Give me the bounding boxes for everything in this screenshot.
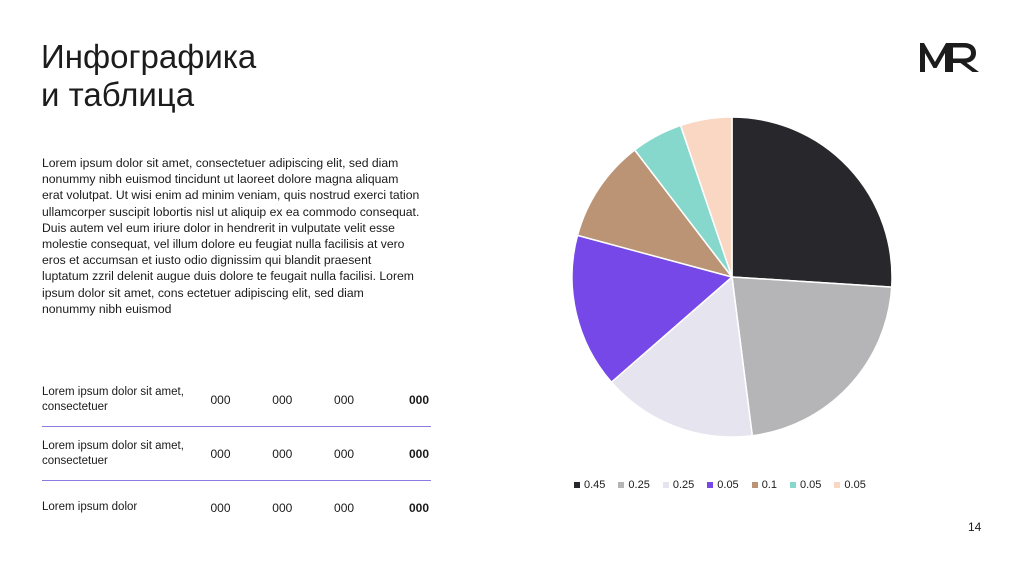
- legend-label: 0.1: [761, 479, 777, 491]
- pie-chart: [571, 116, 893, 438]
- row-label: Lorem ipsum dolor sit amet, consectetuer: [42, 426, 190, 481]
- legend-item-2: 0.25: [662, 479, 695, 491]
- row-value-3: 000: [334, 500, 355, 515]
- row-label: Lorem ipsum dolor: [42, 501, 138, 513]
- row-value-2: 000: [272, 500, 293, 515]
- legend-label: 0.25: [672, 479, 695, 491]
- pie-slice-3: [571, 234, 734, 384]
- legend-swatch: [574, 482, 580, 488]
- row-value-total: 000: [374, 373, 431, 427]
- legend-item-4: 0.1: [751, 479, 777, 491]
- legend-label: 0.45: [584, 479, 606, 491]
- legend-swatch: [834, 482, 841, 488]
- row-value-1: 000: [189, 373, 252, 427]
- legend-label: 0.05: [799, 479, 822, 491]
- row-label: Lorem ipsum dolor sit amet, consectetuer: [42, 373, 190, 427]
- legend-label: 0.05: [717, 479, 739, 491]
- pie-slice-4: [576, 148, 734, 279]
- title-line-1: Инфографика: [41, 38, 257, 75]
- row-value-2: 000: [251, 426, 314, 481]
- row-value-3: 000: [313, 373, 375, 427]
- legend-label: 0.25: [628, 479, 650, 491]
- body-paragraph: Lorem ipsum dolor sit amet, consectetuer…: [42, 156, 420, 316]
- legend-swatch: [618, 482, 625, 488]
- legend-label: 0.05: [844, 479, 866, 491]
- row-value-total: 000: [408, 500, 429, 515]
- legend-item-1: 0.25: [618, 479, 650, 491]
- legend-item-3: 0.05: [707, 479, 739, 491]
- table-row: Lorem ipsum dolor 000 000 000 000: [42, 481, 431, 535]
- legend-swatch: [707, 482, 714, 488]
- legend-swatch: [751, 482, 758, 488]
- page-number: 14: [968, 520, 982, 534]
- data-table: Lorem ipsum dolor sit amet, consectetuer…: [42, 373, 431, 534]
- table-row: Lorem ipsum dolor sit amet, consectetuer…: [42, 426, 431, 481]
- logo: [920, 43, 979, 72]
- chart-legend: 0.45 0.25 0.25 0.05 0.1 0.05 0.05: [574, 479, 879, 491]
- legend-swatch: [789, 482, 796, 488]
- pie-slice-1: [731, 276, 893, 437]
- table-row: Lorem ipsum dolor sit amet, consectetuer…: [42, 373, 431, 427]
- row-value-total: 000: [374, 426, 431, 481]
- legend-swatch: [662, 482, 669, 488]
- slide-title: Инфографика и таблица: [41, 38, 256, 114]
- row-value-1: 000: [210, 500, 231, 515]
- row-value-2: 000: [251, 373, 314, 427]
- pie-slice-6: [679, 116, 733, 278]
- title-line-2: и таблица: [41, 76, 195, 113]
- pie-slice-0: [731, 116, 893, 288]
- legend-item-6: 0.05: [834, 479, 866, 491]
- legend-item-5: 0.05: [789, 479, 822, 491]
- row-value-3: 000: [313, 426, 375, 481]
- pie-slice-2: [610, 275, 754, 438]
- row-value-1: 000: [189, 426, 252, 481]
- legend-item-0: 0.45: [574, 479, 605, 491]
